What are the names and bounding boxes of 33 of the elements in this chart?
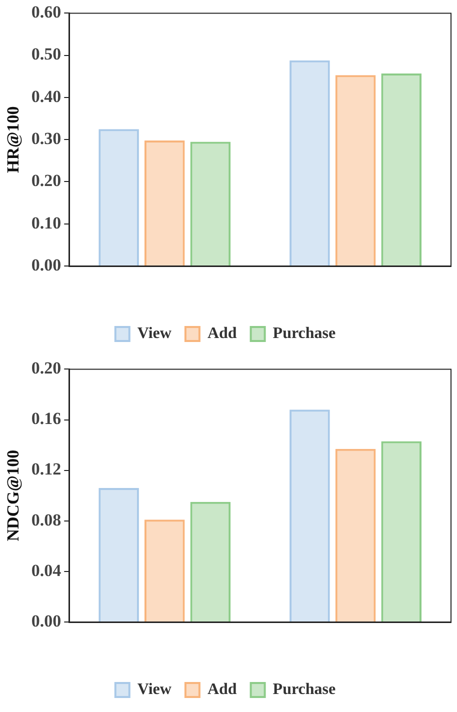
y-tick-label: 0.00 bbox=[31, 611, 62, 630]
bar bbox=[381, 73, 422, 266]
bar bbox=[144, 140, 185, 266]
y-tick-label: 0.40 bbox=[31, 86, 62, 106]
y-tick-label: 0.20 bbox=[31, 171, 62, 190]
y-tick-label: 0.00 bbox=[31, 255, 62, 274]
legend-label: Add bbox=[207, 325, 237, 342]
bar bbox=[144, 520, 185, 622]
y-tick-label: 0.04 bbox=[31, 560, 62, 580]
bar bbox=[190, 502, 231, 622]
y-tick-label: 0.12 bbox=[31, 460, 62, 479]
y-axis-title: HR@100 bbox=[4, 106, 23, 174]
legend-label: View bbox=[137, 681, 172, 698]
y-tick-label: 0.20 bbox=[31, 358, 62, 378]
bar bbox=[290, 410, 330, 622]
y-tick-label: 0.60 bbox=[31, 2, 62, 22]
bar bbox=[335, 448, 376, 622]
bar bbox=[98, 129, 139, 266]
bar bbox=[290, 60, 330, 266]
legend-label: Add bbox=[207, 681, 237, 698]
y-tick-label: 0.08 bbox=[31, 510, 62, 530]
y-tick-label: 0.16 bbox=[31, 409, 62, 428]
bar bbox=[381, 441, 422, 622]
y-axis-title: NDCG@100 bbox=[4, 450, 23, 542]
y-tick-label: 0.50 bbox=[31, 44, 62, 64]
legend-label: Purchase bbox=[272, 681, 336, 698]
legend-label: Purchase bbox=[272, 325, 336, 342]
bar bbox=[335, 75, 376, 266]
y-tick-label: 0.30 bbox=[31, 128, 62, 148]
bar bbox=[190, 142, 231, 266]
bar bbox=[98, 488, 139, 622]
y-tick-label: 0.10 bbox=[31, 213, 62, 232]
legend-label: View bbox=[137, 325, 172, 342]
